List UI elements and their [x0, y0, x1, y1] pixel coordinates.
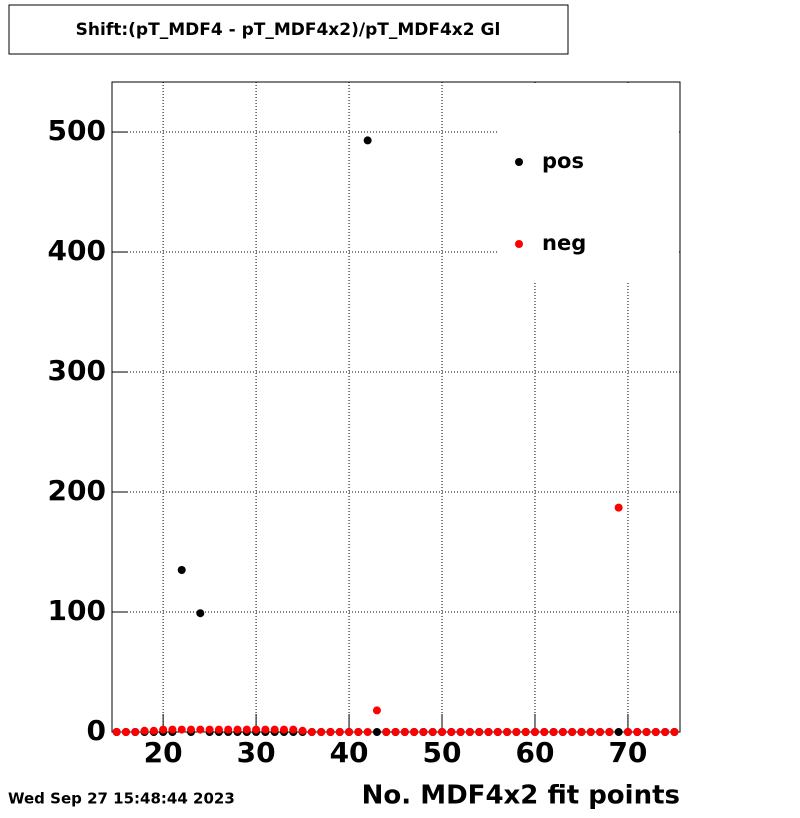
data-point: [372, 728, 381, 736]
data-point: [521, 728, 530, 736]
data-point: [586, 728, 595, 736]
data-point: [196, 725, 205, 734]
data-point: [187, 725, 196, 734]
data-point: [335, 728, 344, 736]
data-point: [549, 728, 558, 736]
data-point: [354, 728, 363, 736]
data-point: [623, 728, 632, 736]
data-point: [410, 728, 419, 736]
data-point: [428, 728, 437, 736]
x-axis-label: No. MDF4x2 fit points: [362, 781, 680, 811]
legend-label: neg: [542, 231, 586, 255]
data-point: [642, 728, 651, 736]
data-point: [289, 725, 298, 734]
data-point: [317, 728, 326, 736]
data-point: [363, 136, 372, 145]
timestamp: Wed Sep 27 15:48:44 2023: [8, 790, 235, 808]
data-point: [456, 728, 465, 736]
y-tick-label: 300: [48, 354, 106, 387]
x-tick-label: 70: [608, 736, 647, 769]
y-tick-label: 500: [48, 114, 106, 147]
data-point: [558, 728, 567, 736]
data-point: [140, 726, 149, 735]
data-point: [530, 728, 539, 736]
data-point: [493, 728, 502, 736]
data-point: [326, 728, 335, 736]
data-point: [298, 726, 307, 735]
data-point: [465, 728, 474, 736]
data-point: [661, 728, 670, 736]
data-point: [614, 503, 623, 512]
y-tick-label: 400: [48, 234, 106, 267]
legend-marker: [515, 158, 523, 166]
legend-label: pos: [542, 149, 584, 173]
y-tick-label: 100: [48, 594, 106, 627]
data-point: [438, 728, 447, 736]
title-box: [8, 4, 569, 55]
data-point: [400, 728, 409, 736]
data-point: [475, 728, 484, 736]
x-tick-label: 60: [515, 736, 554, 769]
data-point: [205, 725, 214, 734]
data-point: [512, 728, 521, 736]
data-point: [670, 728, 679, 736]
data-point: [382, 728, 391, 736]
x-tick-label: 20: [144, 736, 183, 769]
data-point: [233, 725, 242, 734]
data-point: [419, 728, 428, 736]
data-point: [596, 728, 605, 736]
y-tick-label: 200: [48, 474, 106, 507]
data-point: [577, 728, 586, 736]
data-point: [270, 725, 279, 734]
x-tick-label: 40: [330, 736, 369, 769]
data-point: [651, 728, 660, 736]
data-point: [168, 725, 177, 734]
legend-box: [497, 83, 679, 283]
data-point: [242, 725, 251, 734]
data-point: [307, 728, 316, 736]
chart-title: Shift:(pT_MDF4 - pT_MDF4x2)/pT_MDF4x2 Gl: [76, 20, 501, 40]
data-point: [568, 728, 577, 736]
data-point: [605, 728, 614, 736]
data-point: [159, 725, 168, 734]
data-point: [345, 728, 354, 736]
data-point: [261, 725, 270, 734]
x-tick-label: 50: [423, 736, 462, 769]
data-point: [614, 728, 623, 736]
x-tick-label: 30: [237, 736, 276, 769]
data-point: [484, 728, 493, 736]
data-point: [372, 706, 381, 715]
data-point: [224, 725, 233, 734]
data-point: [540, 728, 549, 736]
data-point: [279, 725, 288, 734]
data-point: [121, 728, 130, 736]
data-point: [177, 566, 186, 575]
data-point: [131, 728, 140, 736]
data-point: [633, 728, 642, 736]
data-point: [149, 726, 158, 735]
data-point: [214, 725, 223, 734]
data-point: [196, 609, 205, 618]
data-point: [391, 728, 400, 736]
data-point: [447, 728, 456, 736]
data-point: [177, 725, 186, 734]
legend-marker: [515, 240, 523, 248]
data-point: [503, 728, 512, 736]
data-point: [112, 728, 121, 736]
data-point: [363, 728, 372, 736]
data-point: [252, 725, 261, 734]
y-tick-label: 0: [87, 714, 106, 747]
